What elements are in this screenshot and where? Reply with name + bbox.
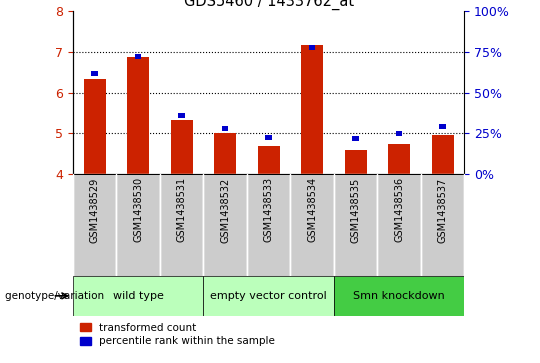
Bar bbox=[171, 120, 193, 174]
Bar bbox=[396, 131, 402, 136]
Text: GSM1438536: GSM1438536 bbox=[394, 177, 404, 242]
Text: GSM1438530: GSM1438530 bbox=[133, 177, 143, 242]
Legend: transformed count, percentile rank within the sample: transformed count, percentile rank withi… bbox=[78, 321, 277, 348]
Bar bbox=[160, 174, 204, 276]
Text: GSM1438534: GSM1438534 bbox=[307, 177, 317, 242]
Bar bbox=[388, 144, 410, 174]
Bar bbox=[353, 136, 359, 141]
Text: genotype/variation: genotype/variation bbox=[5, 291, 108, 301]
Title: GDS5460 / 1433762_at: GDS5460 / 1433762_at bbox=[184, 0, 354, 9]
Bar bbox=[204, 174, 247, 276]
Bar bbox=[135, 54, 141, 59]
Bar bbox=[421, 174, 464, 276]
Bar bbox=[178, 113, 185, 118]
Bar bbox=[377, 174, 421, 276]
Bar bbox=[334, 276, 464, 316]
Bar bbox=[222, 126, 228, 131]
Bar bbox=[301, 45, 323, 174]
Bar bbox=[432, 135, 454, 174]
Text: GSM1438535: GSM1438535 bbox=[350, 177, 361, 242]
Bar bbox=[84, 79, 105, 174]
Text: wild type: wild type bbox=[113, 291, 164, 301]
Bar bbox=[309, 45, 315, 50]
Bar bbox=[127, 57, 149, 174]
Bar bbox=[204, 276, 334, 316]
Text: Smn knockdown: Smn knockdown bbox=[353, 291, 445, 301]
Bar bbox=[247, 174, 291, 276]
Bar bbox=[265, 135, 272, 139]
Text: GSM1438529: GSM1438529 bbox=[90, 177, 100, 242]
Text: GSM1438533: GSM1438533 bbox=[264, 177, 274, 242]
Bar bbox=[440, 125, 446, 129]
Bar bbox=[345, 150, 367, 174]
Bar bbox=[334, 174, 377, 276]
Bar bbox=[117, 174, 160, 276]
Text: GSM1438532: GSM1438532 bbox=[220, 177, 230, 242]
Bar bbox=[91, 71, 98, 76]
Text: empty vector control: empty vector control bbox=[210, 291, 327, 301]
Text: GSM1438531: GSM1438531 bbox=[177, 177, 187, 242]
Bar bbox=[73, 174, 117, 276]
Bar bbox=[291, 174, 334, 276]
Bar bbox=[73, 276, 204, 316]
Bar bbox=[258, 146, 280, 174]
Bar bbox=[214, 133, 236, 174]
Text: GSM1438537: GSM1438537 bbox=[437, 177, 448, 242]
